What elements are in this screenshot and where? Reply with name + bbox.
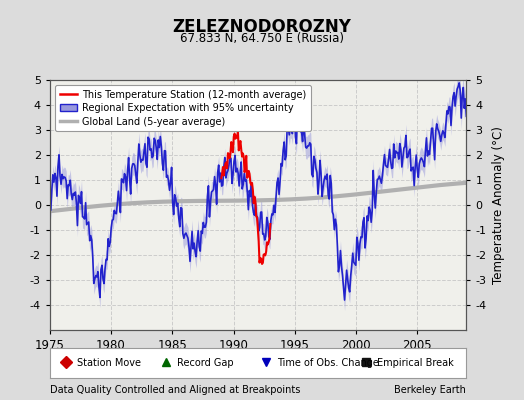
Y-axis label: Temperature Anomaly (°C): Temperature Anomaly (°C) <box>492 126 505 284</box>
Text: Data Quality Controlled and Aligned at Breakpoints: Data Quality Controlled and Aligned at B… <box>50 385 300 395</box>
Legend: This Temperature Station (12-month average), Regional Expectation with 95% uncer: This Temperature Station (12-month avera… <box>54 85 311 131</box>
Text: Time of Obs. Change: Time of Obs. Change <box>277 358 379 368</box>
Text: 67.833 N, 64.750 E (Russia): 67.833 N, 64.750 E (Russia) <box>180 32 344 45</box>
Text: Empirical Break: Empirical Break <box>377 358 454 368</box>
Text: Station Move: Station Move <box>77 358 141 368</box>
Text: Berkeley Earth: Berkeley Earth <box>395 385 466 395</box>
Text: Record Gap: Record Gap <box>177 358 234 368</box>
Text: ZELEZNODOROZNY: ZELEZNODOROZNY <box>172 18 352 36</box>
